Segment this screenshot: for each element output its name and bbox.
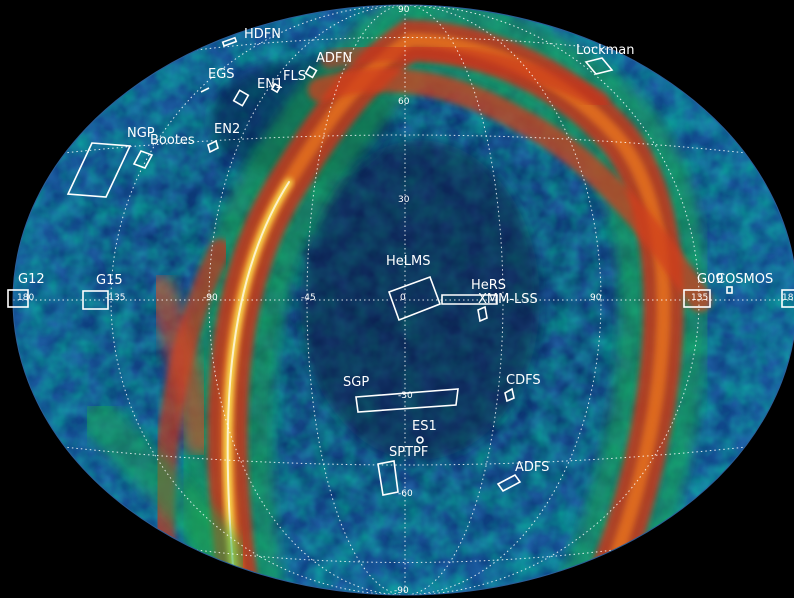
tick-lat-60: 60 [398,97,410,107]
tick-lon-135: 135 [691,293,708,303]
field-lockman-box [584,57,614,75]
tick-lat-m60: -60 [398,489,413,499]
tick-lat-m90: -90 [394,586,409,596]
field-adfs-box [496,473,522,493]
field-g15-box [82,290,109,310]
label-g09: G09 [697,272,724,287]
field-cdfs-box [504,387,515,403]
label-sptpf: SPTPF [389,445,428,460]
label-en2: EN2 [214,122,240,137]
field-cosmos-box [726,286,733,294]
tick-lon-m90: -90 [203,293,218,303]
field-en2-box [207,139,219,154]
label-hdfn: HDFN [244,27,281,42]
tick-lat-m30: -30 [398,391,413,401]
label-lockman: Lockman [576,43,635,58]
label-fls: FLS [283,69,306,84]
tick-lon-180-left: 180 [17,293,34,303]
field-xmm-lss-box [477,305,488,323]
label-es1: ES1 [412,419,437,434]
field-g12-right-box [781,289,794,308]
tick-lat-30: 30 [398,195,410,205]
label-sgp: SGP [343,375,369,390]
label-helms: HeLMS [386,254,430,269]
tick-lon-m135: -135 [105,293,125,303]
label-g12: G12 [18,272,45,287]
tick-lat-90: 90 [398,5,410,15]
tick-lon-180-right: 180 [782,293,794,303]
label-adfs: ADFS [515,460,549,475]
label-ngp: NGP [127,126,155,141]
label-xmm-lss: XMM-LSS [478,292,538,307]
map-outline [12,4,794,596]
tick-lon-0: 0 [400,293,406,303]
grid-tick-labels: 90 60 30 0 -30 -60 -90 -135 -90 -45 90 1… [17,5,794,596]
field-bootes-box [132,150,154,169]
label-bootes: Bootes [150,133,195,148]
field-sgp-box [355,388,459,413]
field-en1-box [232,89,250,107]
field-hers-box [441,294,498,305]
field-hdfn-box [221,36,238,47]
label-cosmos: COSMOS [716,272,773,287]
field-g09-box [683,289,711,308]
tick-lon-m45: -45 [301,293,316,303]
field-helms-box [387,275,442,322]
label-adfn: ADFN [316,51,352,66]
field-g12-box [7,289,29,308]
label-hers: HeRS [471,278,506,293]
field-es1-box [416,436,424,444]
field-egs-box [200,87,210,93]
label-g15: G15 [96,273,123,288]
label-en1: EN1 [257,77,283,92]
label-egs: EGS [208,67,235,82]
tick-lon-90: 90 [590,293,602,303]
field-ngp-box [66,142,132,198]
field-fls-box [270,82,282,94]
coordinate-grid [13,5,794,595]
field-adfn-box [304,65,318,79]
survey-fields: HDFN EGS EN1 FLS ADFN Lockman NGP Bootes… [7,27,794,496]
field-sptpf-box [377,460,399,496]
label-cdfs: CDFS [506,373,541,388]
